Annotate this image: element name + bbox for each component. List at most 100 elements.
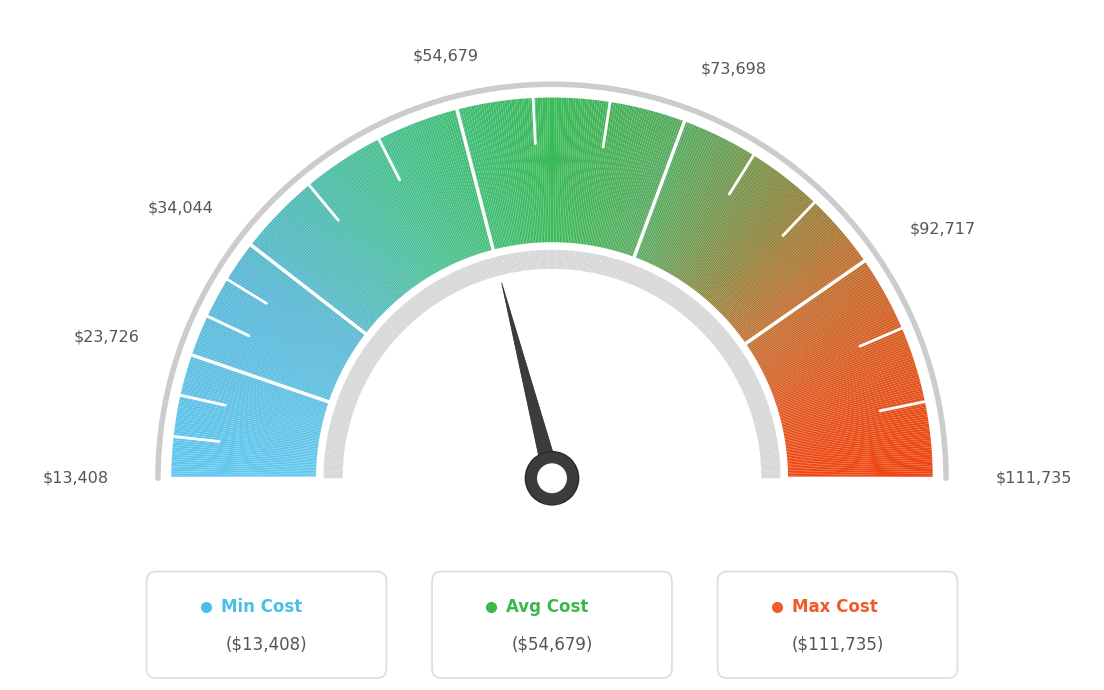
Wedge shape bbox=[185, 375, 325, 415]
Wedge shape bbox=[385, 320, 401, 335]
Wedge shape bbox=[787, 454, 932, 465]
Wedge shape bbox=[761, 455, 779, 459]
Wedge shape bbox=[266, 225, 376, 322]
Text: Min Cost: Min Cost bbox=[221, 598, 302, 616]
Wedge shape bbox=[311, 182, 404, 295]
Wedge shape bbox=[182, 384, 323, 421]
Wedge shape bbox=[548, 250, 550, 269]
Wedge shape bbox=[758, 437, 777, 443]
Wedge shape bbox=[754, 280, 879, 357]
Wedge shape bbox=[263, 228, 374, 324]
Wedge shape bbox=[429, 284, 442, 302]
Wedge shape bbox=[444, 112, 486, 252]
Wedge shape bbox=[715, 204, 818, 309]
Wedge shape bbox=[373, 335, 390, 348]
Wedge shape bbox=[639, 124, 694, 259]
Wedge shape bbox=[349, 373, 367, 383]
Wedge shape bbox=[327, 435, 347, 441]
Wedge shape bbox=[767, 320, 900, 382]
Wedge shape bbox=[191, 356, 329, 404]
Wedge shape bbox=[771, 336, 906, 391]
Wedge shape bbox=[230, 274, 352, 353]
Wedge shape bbox=[502, 255, 509, 274]
Wedge shape bbox=[407, 125, 464, 260]
Wedge shape bbox=[211, 308, 341, 374]
Wedge shape bbox=[602, 106, 635, 248]
Wedge shape bbox=[531, 250, 534, 270]
Wedge shape bbox=[189, 363, 327, 408]
Wedge shape bbox=[337, 401, 355, 409]
Wedge shape bbox=[583, 253, 587, 271]
Wedge shape bbox=[723, 346, 740, 359]
Wedge shape bbox=[459, 268, 469, 287]
Wedge shape bbox=[625, 264, 634, 283]
Text: Avg Cost: Avg Cost bbox=[507, 598, 588, 616]
Wedge shape bbox=[786, 424, 930, 446]
Wedge shape bbox=[741, 250, 859, 338]
Wedge shape bbox=[740, 377, 757, 387]
Wedge shape bbox=[455, 270, 465, 289]
Wedge shape bbox=[343, 383, 362, 393]
Wedge shape bbox=[300, 191, 397, 302]
Wedge shape bbox=[354, 362, 372, 373]
Wedge shape bbox=[275, 216, 381, 317]
Wedge shape bbox=[222, 286, 348, 361]
Wedge shape bbox=[336, 403, 354, 411]
Wedge shape bbox=[734, 366, 752, 377]
Wedge shape bbox=[718, 338, 734, 352]
Wedge shape bbox=[540, 98, 546, 242]
Wedge shape bbox=[442, 277, 453, 295]
Wedge shape bbox=[605, 107, 639, 248]
Wedge shape bbox=[338, 162, 421, 283]
Wedge shape bbox=[614, 110, 654, 250]
Wedge shape bbox=[753, 412, 772, 420]
Wedge shape bbox=[702, 318, 716, 333]
Wedge shape bbox=[465, 107, 499, 248]
Wedge shape bbox=[517, 253, 521, 271]
Wedge shape bbox=[455, 110, 493, 250]
Wedge shape bbox=[340, 161, 422, 282]
Wedge shape bbox=[173, 435, 318, 453]
Wedge shape bbox=[234, 266, 355, 348]
Wedge shape bbox=[552, 97, 554, 242]
Wedge shape bbox=[466, 266, 475, 284]
Wedge shape bbox=[737, 373, 755, 383]
Wedge shape bbox=[726, 221, 835, 320]
Wedge shape bbox=[375, 140, 444, 269]
Wedge shape bbox=[177, 409, 320, 437]
Wedge shape bbox=[563, 250, 566, 269]
Wedge shape bbox=[178, 404, 320, 434]
Wedge shape bbox=[768, 325, 901, 384]
Wedge shape bbox=[783, 400, 925, 431]
Wedge shape bbox=[350, 155, 428, 278]
Wedge shape bbox=[633, 268, 643, 286]
Wedge shape bbox=[371, 142, 440, 270]
Wedge shape bbox=[665, 144, 735, 271]
Wedge shape bbox=[499, 101, 521, 244]
Wedge shape bbox=[492, 257, 500, 276]
Wedge shape bbox=[782, 388, 923, 424]
Wedge shape bbox=[424, 288, 436, 305]
Wedge shape bbox=[339, 394, 358, 403]
Wedge shape bbox=[760, 452, 779, 456]
Wedge shape bbox=[616, 112, 658, 252]
Wedge shape bbox=[190, 358, 328, 405]
Wedge shape bbox=[376, 331, 392, 345]
Wedge shape bbox=[787, 437, 931, 455]
Wedge shape bbox=[490, 102, 516, 246]
Wedge shape bbox=[545, 250, 548, 269]
Wedge shape bbox=[593, 255, 599, 273]
Wedge shape bbox=[513, 99, 530, 244]
Wedge shape bbox=[750, 270, 872, 351]
Wedge shape bbox=[677, 295, 690, 311]
Wedge shape bbox=[774, 347, 910, 398]
Wedge shape bbox=[754, 419, 773, 426]
Wedge shape bbox=[776, 358, 914, 405]
Wedge shape bbox=[369, 340, 385, 353]
Wedge shape bbox=[201, 329, 335, 387]
Wedge shape bbox=[229, 276, 352, 354]
Wedge shape bbox=[484, 104, 511, 246]
Wedge shape bbox=[348, 375, 365, 385]
Wedge shape bbox=[772, 338, 906, 393]
Wedge shape bbox=[202, 327, 336, 386]
